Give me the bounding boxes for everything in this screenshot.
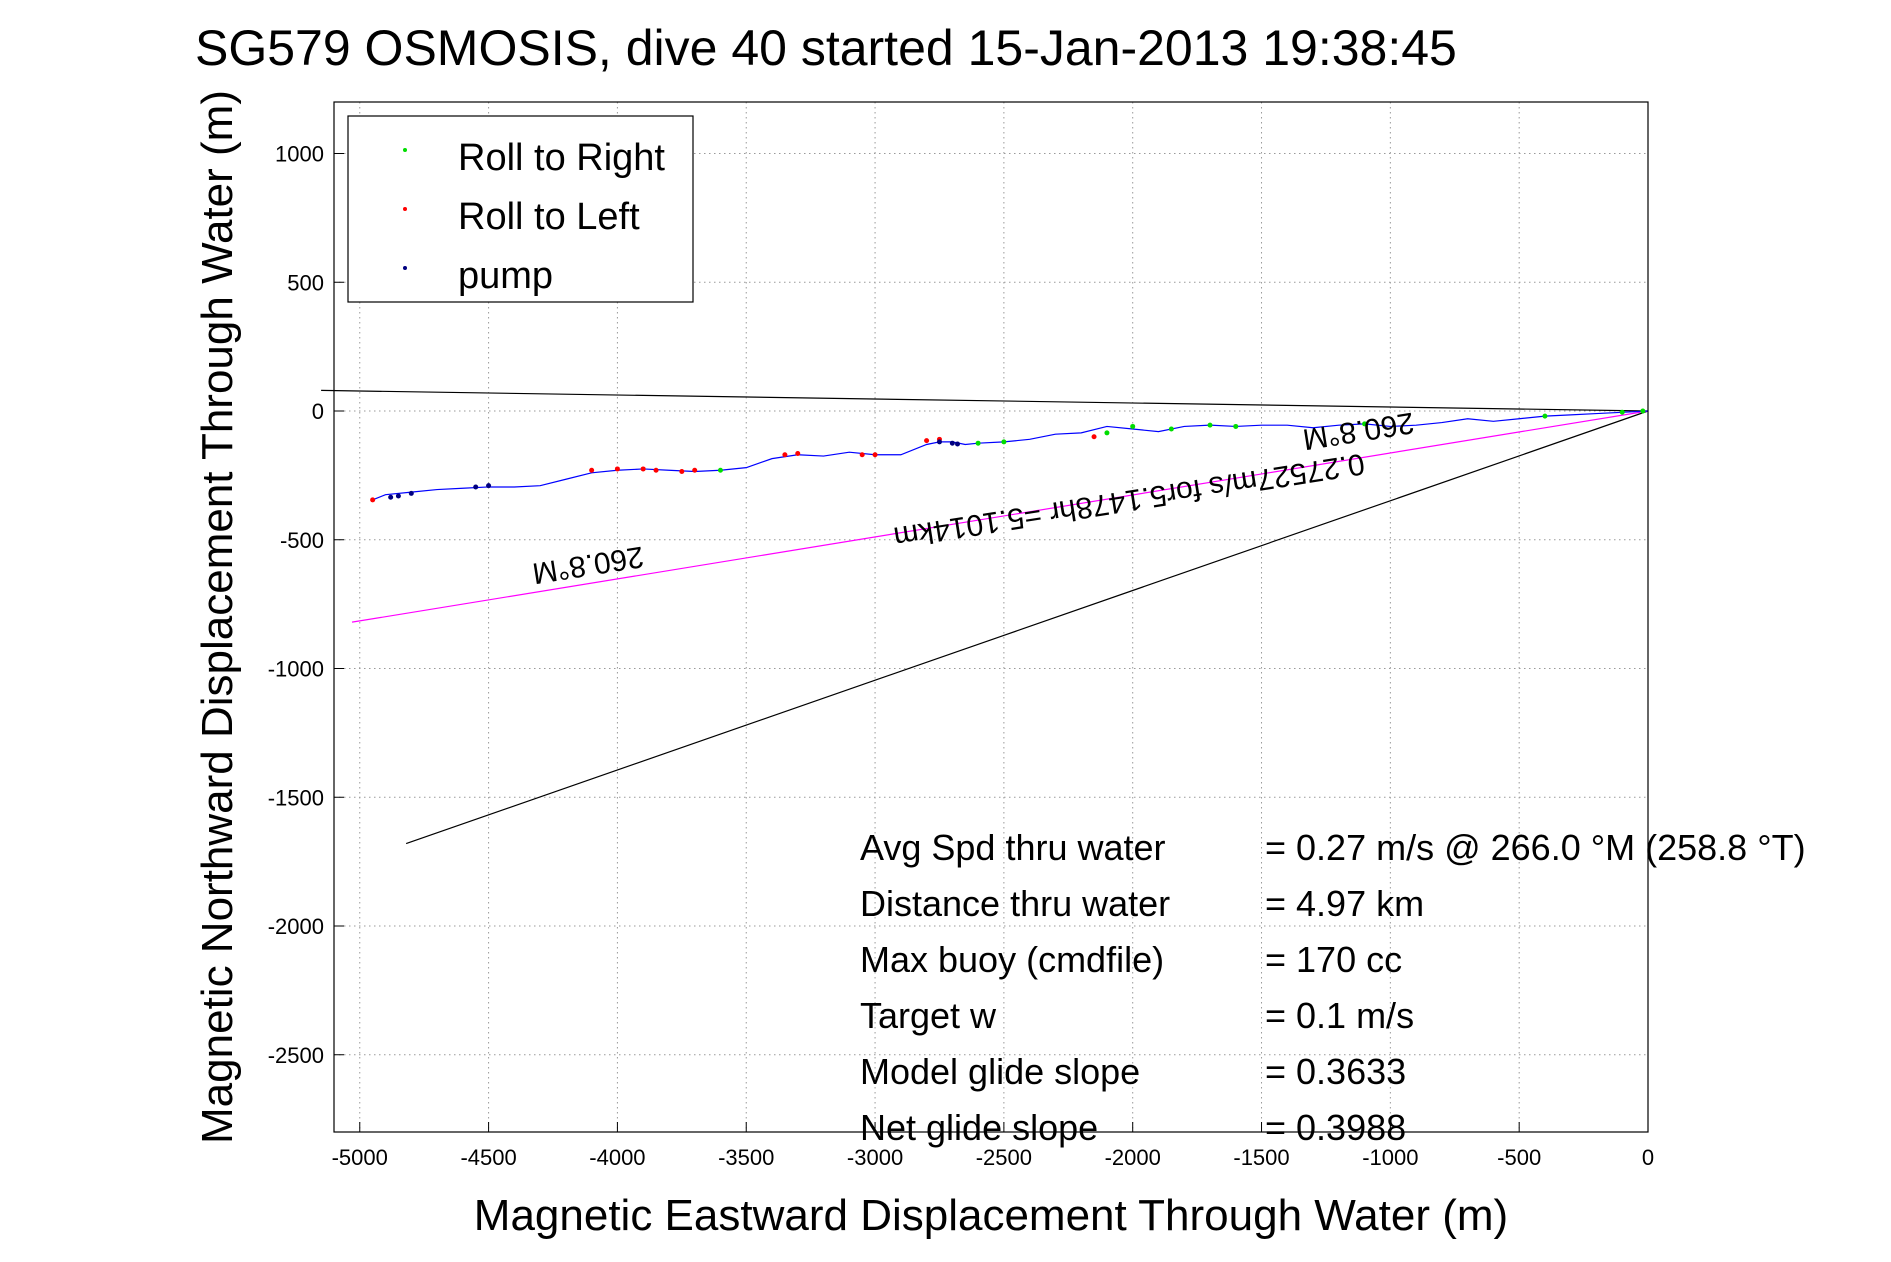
roll-left-point [782,452,788,458]
roll-right-point [1362,421,1368,427]
stat-label-target-w: Target w [860,995,997,1036]
pump-point [486,483,492,489]
stat-label-net-glide: Net glide slope [860,1107,1098,1148]
stat-value-target-w: = 0.1 m/s [1265,995,1414,1036]
roll-right-point [975,440,981,446]
legend-marker-roll-left [403,207,407,211]
x-tick-label: -2000 [1105,1145,1161,1170]
roll-right-point [1640,408,1646,414]
roll-left-point [640,466,646,472]
roll-right-point [1619,409,1625,415]
stat-label-distance: Distance thru water [860,883,1170,924]
roll-left-point [679,469,685,475]
legend-label-roll-right: Roll to Right [458,137,665,179]
stat-value-avg-speed: = 0.27 m/s @ 266.0 °M (258.8 °T) [1265,827,1806,868]
y-tick-label: -2000 [268,914,324,939]
pump-point [395,493,401,499]
pump-point [388,494,394,500]
y-tick-label: -2500 [268,1043,324,1068]
pump-point [473,484,479,490]
y-tick-label: -1500 [268,785,324,810]
chart-title: SG579 OSMOSIS, dive 40 started 15-Jan-20… [195,20,1457,76]
y-tick-label: -500 [280,528,324,553]
pump-point [936,439,942,445]
y-tick-label: -1000 [268,657,324,682]
roll-left-point [653,467,659,473]
stat-value-max-buoy: = 170 cc [1265,939,1402,980]
stat-value-model-glide: = 0.3633 [1265,1051,1406,1092]
legend-marker-roll-right [403,148,407,152]
x-tick-label: -1500 [1233,1145,1289,1170]
roll-right-point [1542,413,1548,419]
reference-lines [321,389,1649,845]
x-tick-label: -3000 [847,1145,903,1170]
roll-left-point [859,452,865,458]
roll-right-point [1001,439,1007,445]
x-tick-label: -2500 [976,1145,1032,1170]
y-tick-label: 1000 [275,142,324,167]
roll-left-point [589,467,595,473]
roll-right-point [1168,426,1174,432]
roll-right-point [1207,422,1213,428]
legend: Roll to Right Roll to Left pump [347,115,694,303]
pump-point [408,490,414,496]
legend-label-pump: pump [458,255,553,297]
reference-line-current [351,410,1649,623]
roll-left-point [370,497,376,503]
markers [370,408,1646,503]
x-tick-label: -4000 [589,1145,645,1170]
grid [334,102,1648,1132]
stat-value-net-glide: = 0.3988 [1265,1107,1406,1148]
stat-label-avg-speed: Avg Spd thru water [860,827,1166,868]
roll-left-point [795,450,801,456]
y-tick-label: 0 [312,399,324,424]
ticks: -5000 -4500 -4000 -3500 -3000 -2500 -2000 -1500… [268,142,1654,1171]
roll-left-point [614,466,620,472]
x-tick-label: 0 [1642,1145,1654,1170]
y-axis-label: Magnetic Northward Displacement Through … [193,90,242,1144]
legend-marker-pump [403,266,407,270]
roll-right-point [1130,423,1136,429]
roll-left-point [924,438,930,444]
roll-right-point [1104,430,1110,436]
pump-point [949,440,955,446]
x-tick-label: -3500 [718,1145,774,1170]
roll-right-point [717,467,723,473]
stat-value-distance: = 4.97 km [1265,883,1424,924]
y-tick-label: 500 [287,270,324,295]
reference-line-lower [405,410,1649,845]
roll-right-point [1233,423,1239,429]
stat-label-max-buoy: Max buoy (cmdfile) [860,939,1164,980]
x-tick-label: -5000 [332,1145,388,1170]
x-tick-label: -4500 [460,1145,516,1170]
x-tick-label: -1000 [1362,1145,1418,1170]
pump-point [955,441,961,447]
reference-line-upper [321,389,1649,412]
roll-left-point [1091,434,1097,440]
roll-left-point [872,452,878,458]
x-tick-label: -500 [1497,1145,1541,1170]
x-axis-label: Magnetic Eastward Displacement Through W… [474,1191,1508,1240]
plot-frame [333,101,1649,1133]
stats-block: Avg Spd thru water = 0.27 m/s @ 266.0 °M… [860,827,1806,1148]
roll-left-point [692,467,698,473]
stat-label-model-glide: Model glide slope [860,1051,1140,1092]
legend-label-roll-left: Roll to Left [458,196,640,238]
